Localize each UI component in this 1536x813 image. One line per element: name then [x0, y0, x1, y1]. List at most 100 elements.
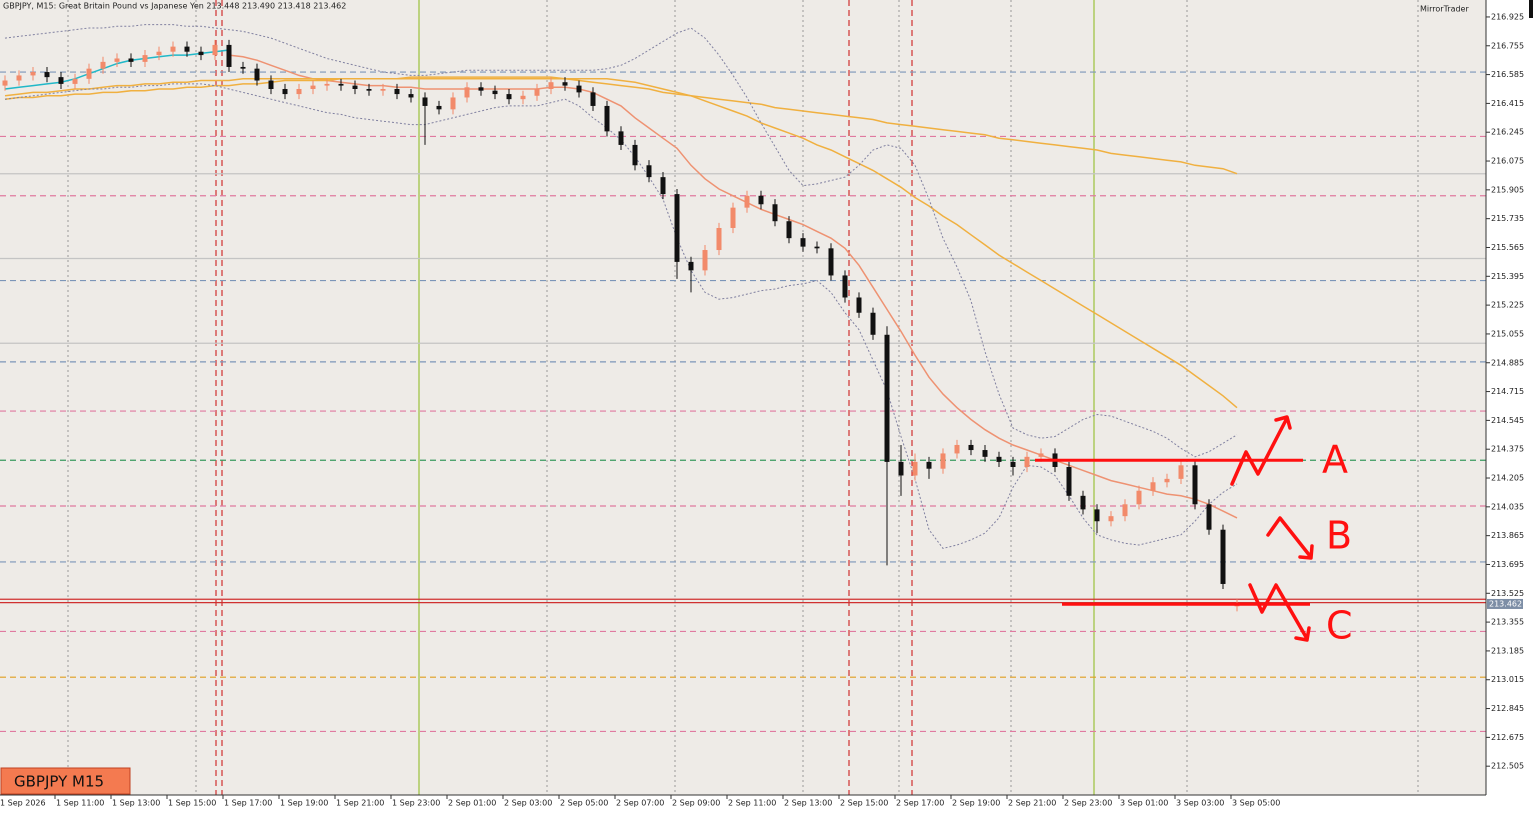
x-tick-label: 1 Sep 11:00 — [56, 799, 104, 808]
x-tick-label: 1 Sep 15:00 — [168, 799, 216, 808]
candle-body — [688, 261, 694, 271]
candle-body — [240, 66, 246, 69]
symbol-label: GBPJPY M15 — [14, 773, 104, 791]
chart-title: GBPJPY, M15: Great Britain Pound vs Japa… — [3, 2, 346, 11]
candle-body — [520, 95, 526, 100]
x-tick-label: 2 Sep 19:00 — [952, 799, 1000, 808]
candle-body — [898, 461, 904, 476]
candle-body — [408, 94, 414, 98]
candle-body — [1122, 504, 1128, 517]
candle-body — [394, 88, 400, 95]
candle-body — [1108, 516, 1114, 522]
candle-body — [646, 165, 652, 178]
y-tick-label: 216.585 — [1491, 70, 1524, 79]
candle-body — [86, 68, 92, 79]
annotation-label: B — [1326, 514, 1352, 558]
candle-body — [422, 97, 428, 106]
candle-body — [464, 87, 470, 98]
candle-body — [1094, 509, 1100, 522]
x-tick-label: 1 Sep 23:00 — [392, 799, 440, 808]
candle-body — [44, 72, 50, 78]
candle-body — [338, 83, 344, 86]
candle-body — [324, 83, 330, 86]
x-tick-label: 2 Sep 03:00 — [504, 799, 552, 808]
y-tick-label: 215.225 — [1491, 301, 1524, 310]
candle-body — [660, 177, 666, 195]
candle-body — [856, 297, 862, 313]
candle-body — [212, 44, 218, 56]
candle-body — [366, 88, 372, 91]
candle-body — [940, 453, 946, 469]
candle-body — [548, 82, 554, 89]
candle-body — [744, 195, 750, 208]
y-tick-label: 215.395 — [1491, 272, 1524, 281]
candle-body — [562, 82, 568, 86]
annotations: AB C — [1035, 438, 1353, 648]
y-tick-label: 214.885 — [1491, 358, 1524, 367]
candle-body — [170, 46, 176, 52]
y-tick-label: 215.565 — [1491, 243, 1524, 252]
arrow — [1230, 415, 1292, 486]
symbol-box — [0, 767, 131, 795]
candle-body — [926, 461, 932, 469]
scroll-marker — [1529, 0, 1533, 18]
candle-body — [800, 238, 806, 247]
x-tick-label: 2 Sep 15:00 — [840, 799, 888, 808]
x-tick-label: 1 Sep 21:00 — [336, 799, 384, 808]
candle-body — [604, 105, 610, 132]
hand-arrows — [1230, 415, 1314, 642]
y-tick-label: 216.075 — [1491, 157, 1524, 166]
y-tick-label: 215.055 — [1491, 329, 1524, 338]
candle-body — [226, 44, 232, 67]
x-tick-label: 2 Sep 01:00 — [448, 799, 496, 808]
y-tick-label: 215.735 — [1491, 214, 1524, 223]
candle-body — [1038, 453, 1044, 457]
overlay-line — [4, 78, 1238, 409]
candle-body — [590, 92, 596, 106]
candle-body — [2, 80, 8, 86]
x-tick-label: 2 Sep 17:00 — [896, 799, 944, 808]
candle-body — [310, 85, 316, 89]
candle-body — [1024, 456, 1030, 467]
candle-body — [912, 461, 918, 476]
candle-body — [380, 88, 386, 91]
y-tick-label: 213.865 — [1491, 531, 1524, 540]
x-tick-label: 1 Sep 19:00 — [280, 799, 328, 808]
levels — [0, 71, 1486, 733]
axis-labels: 216.925 216.755 216.585 216.415 216.245 216.0… — [0, 12, 1524, 807]
y-tick-label: 213.355 — [1491, 618, 1524, 627]
y-tick-label: 212.505 — [1491, 762, 1524, 771]
candle-body — [884, 334, 890, 462]
candle-body — [198, 51, 204, 56]
candle-body — [1164, 478, 1170, 483]
y-tick-label: 212.845 — [1491, 704, 1524, 713]
arrow — [1266, 516, 1314, 560]
candle-body — [268, 80, 274, 89]
x-tick-label: 3 Sep 01:00 — [1120, 799, 1168, 808]
y-tick-label: 214.035 — [1491, 502, 1524, 511]
x-tick-label: 2 Sep 23:00 — [1064, 799, 1112, 808]
y-tick-label: 216.755 — [1491, 41, 1524, 50]
candle-body — [1206, 504, 1212, 530]
x-tick-label: 2 Sep 09:00 — [672, 799, 720, 808]
candle-body — [968, 444, 974, 451]
candle-body — [58, 77, 64, 84]
x-tick-label: 1 Sep 2026 — [0, 799, 46, 808]
axis-panel — [0, 795, 1536, 813]
candle-body — [282, 88, 288, 95]
candle-body — [814, 246, 820, 249]
y-tick-label: 213.185 — [1491, 646, 1524, 655]
candle-body — [702, 250, 708, 271]
candle-body — [1150, 482, 1156, 491]
candle-body — [114, 58, 120, 62]
candle-body — [618, 131, 624, 145]
y-tick-label: 216.245 — [1491, 128, 1524, 137]
x-tick-label: 1 Sep 17:00 — [224, 799, 272, 808]
candle-body — [870, 312, 876, 335]
candle-body — [72, 78, 78, 84]
candle-body — [758, 195, 764, 205]
y-tick-label: 213.525 — [1491, 589, 1524, 598]
brand: MirrorTrader — [1420, 5, 1469, 14]
candle-body — [1220, 529, 1226, 584]
